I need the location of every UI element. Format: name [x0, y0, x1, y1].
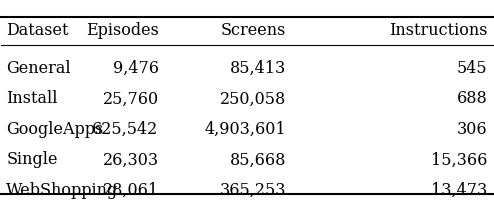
Text: 13,473: 13,473 [431, 182, 488, 199]
Text: 9,476: 9,476 [113, 60, 159, 77]
Text: 26,303: 26,303 [102, 152, 159, 168]
Text: 28,061: 28,061 [102, 182, 159, 199]
Text: Dataset: Dataset [6, 22, 69, 39]
Text: 85,413: 85,413 [230, 60, 287, 77]
Text: 688: 688 [457, 90, 488, 107]
Text: Instructions: Instructions [389, 22, 488, 39]
Text: 545: 545 [457, 60, 488, 77]
Text: 306: 306 [457, 121, 488, 138]
Text: General: General [6, 60, 71, 77]
Text: Screens: Screens [221, 22, 287, 39]
Text: Single: Single [6, 152, 58, 168]
Text: GoogleApps: GoogleApps [6, 121, 104, 138]
Text: Install: Install [6, 90, 58, 107]
Text: 250,058: 250,058 [220, 90, 287, 107]
Text: Episodes: Episodes [85, 22, 159, 39]
Text: 25,760: 25,760 [102, 90, 159, 107]
Text: 625,542: 625,542 [92, 121, 159, 138]
Text: 4,903,601: 4,903,601 [205, 121, 287, 138]
Text: 365,253: 365,253 [220, 182, 287, 199]
Text: 15,366: 15,366 [431, 152, 488, 168]
Text: WebShopping: WebShopping [6, 182, 119, 199]
Text: 85,668: 85,668 [230, 152, 287, 168]
